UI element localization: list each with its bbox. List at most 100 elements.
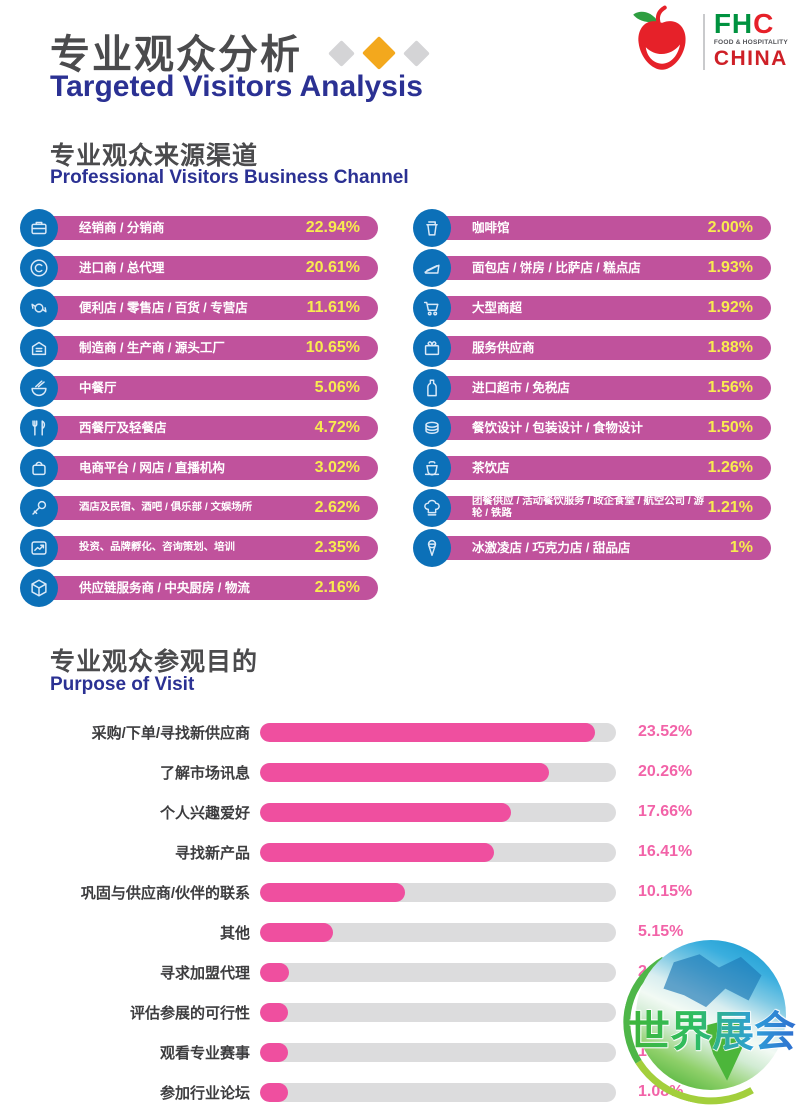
channel-label: 团餐供应 / 活动餐饮服务 / 政企食堂 / 航空公司 / 游轮 / 铁路	[472, 496, 705, 519]
channel-percent: 3.02%	[314, 459, 360, 476]
purpose-bar-chart: 采购/下单/寻找新供应商 23.52% 了解市场讯息 20.26% 个人兴趣爱好 17.6…	[28, 712, 788, 1106]
channel-label: 服务供应商	[472, 341, 535, 355]
channel-row: 进口商 / 总代理 20.61%	[20, 249, 378, 287]
purpose-bar-fill	[260, 842, 494, 862]
channel-row: 便利店 / 零售店 / 百货 / 专营店 11.61%	[20, 289, 378, 327]
channel-label: 中餐厅	[79, 381, 117, 395]
purpose-bar-fill	[260, 922, 334, 942]
channel-bar: 团餐供应 / 活动餐饮服务 / 政企食堂 / 航空公司 / 游轮 / 铁路 1.2…	[416, 496, 771, 520]
channel-row: 面包店 / 饼房 / 比萨店 / 糕点店 1.93%	[413, 249, 771, 287]
channel-bar: 中餐厅 5.06%	[23, 376, 378, 400]
purpose-section-title-zh: 专业观众参观目的	[50, 648, 259, 676]
channel-percent: 1.93%	[707, 259, 753, 276]
cake-slice-icon	[413, 249, 451, 287]
channel-label: 面包店 / 饼房 / 比萨店 / 糕点店	[472, 261, 641, 275]
purpose-row: 巩固与供应商/伙伴的联系 10.15%	[28, 872, 788, 912]
purpose-bar-track	[260, 1082, 616, 1102]
channel-bar: 便利店 / 零售店 / 百货 / 专营店 11.61%	[23, 296, 378, 320]
candy-icon	[20, 289, 58, 327]
diamond-gray-icon	[328, 39, 355, 67]
channel-bar: 大型商超 1.92%	[416, 296, 771, 320]
purpose-bar-track	[260, 842, 616, 862]
purpose-section-title-en: Purpose of Visit	[50, 674, 195, 695]
tea-cup-icon	[413, 449, 451, 487]
channel-section-title-en: Professional Visitors Business Channel	[50, 167, 409, 188]
purpose-bar-fill	[260, 722, 595, 742]
channel-bar: 咖啡馆 2.00%	[416, 216, 771, 240]
page-header: 专业观众分析	[50, 22, 430, 80]
coffee-cup-icon	[413, 209, 451, 247]
globe-watermark: 世界展会	[606, 927, 800, 1106]
purpose-percent: 5.15%	[638, 923, 684, 940]
channel-section-title-zh: 专业观众来源渠道	[50, 142, 259, 170]
logo-text: FHC FOOD & HOSPITALITY CHINA	[714, 4, 788, 71]
microphone-icon	[20, 489, 58, 527]
purpose-bar-track	[260, 922, 616, 942]
purpose-label: 巩固与供应商/伙伴的联系	[80, 884, 250, 902]
channel-label: 电商平台 / 网店 / 直播机构	[79, 461, 225, 475]
channel-bar: 茶饮店 1.26%	[416, 456, 771, 480]
purpose-bar-track	[260, 1002, 616, 1022]
purpose-label: 寻求加盟代理	[159, 964, 250, 982]
channel-label: 制造商 / 生产商 / 源头工厂	[79, 341, 225, 355]
purpose-row: 了解市场讯息 20.26%	[28, 752, 788, 792]
channel-label: 餐饮设计 / 包装设计 / 食物设计	[472, 421, 643, 435]
channel-row: 餐饮设计 / 包装设计 / 食物设计 1.50%	[413, 409, 771, 447]
copyright-icon	[20, 249, 58, 287]
channel-percent: 1.26%	[707, 459, 753, 476]
channel-bar: 面包店 / 饼房 / 比萨店 / 糕点店 1.93%	[416, 256, 771, 280]
channel-row: 供应链服务商 / 中央厨房 / 物流 2.16%	[20, 569, 378, 607]
channel-percent: 1.56%	[707, 379, 753, 396]
channel-percent: 20.61%	[305, 259, 360, 276]
channel-bar: 供应链服务商 / 中央厨房 / 物流 2.16%	[23, 576, 378, 600]
shopping-cart-icon	[413, 289, 451, 327]
purpose-label: 个人兴趣爱好	[159, 804, 250, 822]
channel-label: 经销商 / 分销商	[79, 221, 165, 235]
channel-percent: 2.62%	[314, 499, 360, 516]
logo-divider	[702, 14, 705, 70]
channel-label: 大型商超	[472, 301, 523, 315]
channel-bar: 餐饮设计 / 包装设计 / 食物设计 1.50%	[416, 416, 771, 440]
page-title-zh: 专业观众分析	[50, 33, 302, 77]
channel-percent: 1%	[729, 539, 753, 556]
channel-label: 冰激凌店 / 巧克力店 / 甜品店	[472, 541, 631, 555]
channel-bar: 西餐厅及轻餐店 4.72%	[23, 416, 378, 440]
channel-label: 便利店 / 零售店 / 百货 / 专营店	[79, 301, 248, 315]
purpose-bar-fill	[260, 1042, 288, 1062]
purpose-label: 了解市场讯息	[159, 764, 250, 782]
trend-chart-icon	[20, 529, 58, 567]
purpose-label: 其他	[219, 924, 250, 942]
purpose-row: 其他 5.15%	[28, 912, 788, 952]
purpose-bar-track	[260, 1042, 616, 1062]
watermark-text: 世界展会	[628, 998, 796, 1059]
channel-bar: 酒店及民宿、酒吧 / 俱乐部 / 文娱场所 2.62%	[23, 496, 378, 520]
purpose-bar-track	[260, 722, 616, 742]
channel-label: 进口超市 / 免税店	[472, 381, 570, 395]
briefcase-icon	[20, 209, 58, 247]
globe-icon	[636, 940, 786, 1090]
channel-row: 服务供应商 1.88%	[413, 329, 771, 367]
purpose-row: 个人兴趣爱好 17.66%	[28, 792, 788, 832]
purpose-bar-fill	[260, 762, 549, 782]
channel-label: 西餐厅及轻餐店	[79, 421, 167, 435]
logo-china: CHINA	[713, 46, 788, 70]
purpose-bar-fill	[260, 802, 512, 822]
noodle-bowl-icon	[20, 369, 58, 407]
channel-row: 进口超市 / 免税店 1.56%	[413, 369, 771, 407]
channel-bar: 投资、品牌孵化、咨询策划、培训 2.35%	[23, 536, 378, 560]
channel-percent: 1.21%	[707, 499, 753, 516]
purpose-row: 参加行业论坛 1.08%	[28, 1072, 788, 1106]
purpose-bar-fill	[260, 1002, 289, 1022]
purpose-percent: 20.26%	[638, 763, 693, 780]
logo-fhc: FHC	[713, 8, 775, 39]
channel-bar: 电商平台 / 网店 / 直播机构 3.02%	[23, 456, 378, 480]
purpose-bar-track	[260, 802, 616, 822]
purpose-label: 寻找新产品	[174, 844, 250, 862]
purpose-label: 观看专业赛事	[159, 1044, 250, 1062]
channel-percent: 1.50%	[707, 419, 753, 436]
channel-row: 茶饮店 1.26%	[413, 449, 771, 487]
channel-bar: 经销商 / 分销商 22.94%	[23, 216, 378, 240]
purpose-percent: 17.66%	[638, 803, 693, 820]
chef-hat-icon	[413, 489, 451, 527]
purpose-bar-fill	[260, 962, 290, 982]
